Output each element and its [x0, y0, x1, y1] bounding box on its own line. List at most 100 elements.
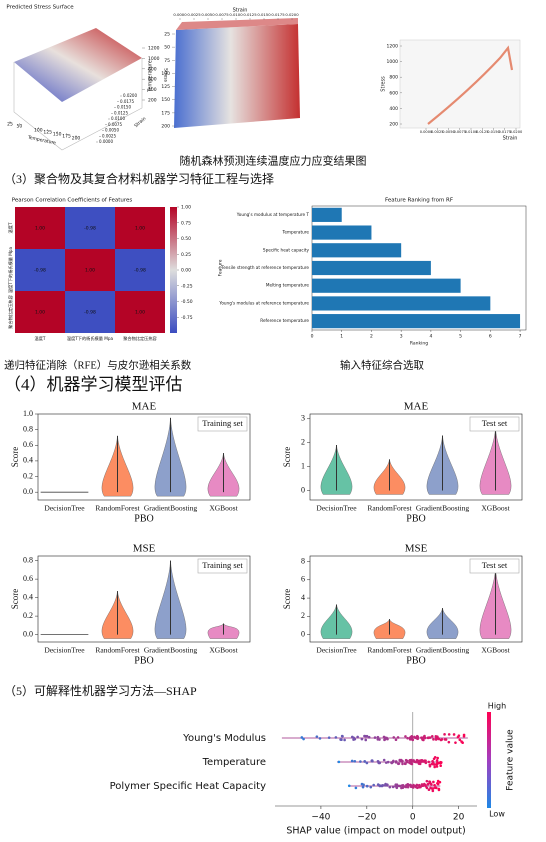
- shap-dot: [391, 785, 395, 789]
- legend-box: [197, 416, 248, 432]
- axis-label: Feature: [218, 259, 224, 276]
- shap-dot: [383, 738, 386, 742]
- tick-label: 1000: [387, 59, 399, 65]
- figure-caption: 随机森林预测连续温度应力应变结果图: [180, 154, 367, 168]
- shap-dot: [406, 736, 409, 740]
- tick-label: 0.0100: [229, 12, 243, 17]
- shap-dot: [371, 759, 374, 763]
- axis-label: Stress: [163, 68, 169, 82]
- cell-label: -0.98: [84, 226, 96, 232]
- axis-label: Strain: [503, 136, 518, 142]
- legend-box: [197, 558, 248, 574]
- axis-label: Strain: [133, 116, 147, 129]
- plot-title: MSE: [405, 543, 428, 555]
- tick-label: 0.0175: [120, 99, 134, 104]
- cell-label: -0.98: [84, 310, 96, 316]
- tick-label: 0.0000: [99, 139, 113, 144]
- shap-dot: [439, 764, 442, 768]
- y-tick-label: 0.0: [23, 487, 33, 496]
- x-tick-label: RandomForest: [367, 646, 412, 655]
- shap-dot: [350, 759, 354, 763]
- axis-label: Score: [10, 447, 20, 468]
- x-tick-label: 4: [429, 334, 432, 340]
- shap-colorbar: [487, 712, 491, 808]
- shap-dot: [435, 759, 439, 762]
- shap-dot: [343, 738, 346, 742]
- bar: [312, 278, 461, 293]
- feature-label: Polymer Specific Heat Capacity: [110, 781, 266, 792]
- plot-title: Feature Ranking from RF: [385, 198, 453, 204]
- tick-label: 25: [164, 32, 170, 38]
- shap-dot: [376, 760, 380, 763]
- shap-dot: [365, 784, 369, 788]
- shap-dot: [339, 738, 342, 741]
- shap-dot: [425, 779, 429, 783]
- tick-label: 0.0025: [431, 130, 444, 134]
- tick-label: 0.0075: [453, 130, 466, 134]
- shap-dot: [432, 780, 435, 784]
- y-tick-label: 0.6: [23, 440, 33, 449]
- shap-dot: [440, 738, 444, 741]
- x-tick-label: 2: [370, 334, 373, 340]
- tick-label: 0.0100: [465, 130, 478, 134]
- shap-dot: [411, 738, 415, 742]
- x-tick-label: DecisionTree: [44, 504, 85, 513]
- y-tick-label: 2: [301, 611, 305, 620]
- shap-dot: [337, 760, 341, 764]
- shap-dot: [427, 788, 431, 791]
- bar: [312, 314, 521, 329]
- tick-label: 0.0025: [187, 12, 201, 17]
- shap-dot: [435, 736, 438, 740]
- heat-cell: [115, 291, 165, 333]
- shap-dot: [408, 761, 411, 764]
- plot-frame: [309, 413, 523, 501]
- shap-dot: [421, 760, 425, 763]
- shap-dot: [395, 783, 399, 786]
- shap-dot: [431, 789, 435, 793]
- shap-dot: [431, 761, 435, 765]
- y-tick-label: Specific heat capacity: [263, 247, 310, 252]
- plot-title: MAE: [132, 401, 157, 413]
- plot-title: MSE: [133, 543, 156, 555]
- figure-caption: 递归特征消除（RFE）与皮尔逊相关系数: [4, 358, 192, 371]
- bar: [312, 243, 402, 258]
- axis-label: Score: [282, 589, 292, 610]
- shap-dot: [413, 736, 417, 739]
- axis-label: SHAP value (impact on model output): [286, 826, 465, 837]
- tick-label: 0.0050: [442, 130, 455, 134]
- y-tick-label: 0.2: [23, 611, 33, 620]
- shap-dot: [426, 736, 430, 740]
- tick-label: 125: [43, 130, 52, 136]
- shap-dot: [353, 759, 357, 763]
- plot-title: Predicted Stress Surface: [6, 5, 74, 11]
- tick-label: 200: [72, 136, 81, 142]
- tick-label: 1200: [387, 44, 399, 50]
- shap-dot: [414, 785, 418, 789]
- shap-dot: [300, 736, 304, 739]
- tick-label: 0.0125: [476, 130, 489, 134]
- shap-dot: [462, 734, 466, 738]
- heatmap-top: [176, 18, 298, 30]
- plot-frame: [37, 413, 251, 501]
- tick-label: 0.0025: [102, 133, 116, 138]
- cell-label: 1.00: [85, 268, 95, 274]
- x-tick-label: XGBoost: [481, 504, 510, 513]
- shap-dot: [383, 784, 387, 787]
- tick-label: 0.0150: [487, 130, 500, 134]
- shap-dot: [433, 786, 437, 789]
- tick-label: 0.0175: [498, 130, 511, 134]
- colorbar: [170, 207, 177, 333]
- tick-label: 100: [161, 71, 170, 77]
- heat-cell: [65, 291, 115, 333]
- shap-dot: [419, 759, 422, 762]
- x-tick-label: −40: [311, 813, 330, 823]
- y-tick-label: 1: [301, 461, 305, 470]
- heat-cell: [115, 249, 165, 291]
- shap-dot: [302, 737, 305, 741]
- tick-label: 75: [164, 58, 170, 64]
- shap-dot: [400, 760, 403, 763]
- shap-dot: [437, 761, 440, 765]
- shap-dot: [367, 735, 371, 739]
- axis-label: PBO: [406, 513, 425, 524]
- cell-label: -0.98: [34, 268, 46, 274]
